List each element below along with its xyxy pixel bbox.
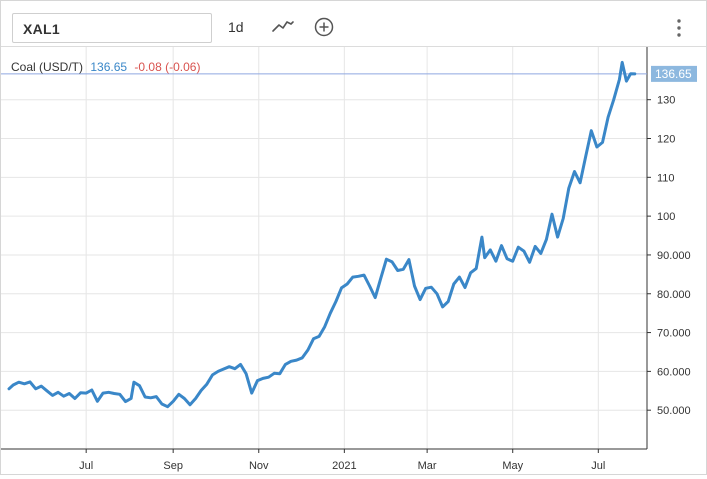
- x-tick-label: 2021: [332, 460, 356, 472]
- y-tick-label: 130: [657, 95, 675, 107]
- symbol-search-input[interactable]: XAL1: [12, 13, 212, 43]
- legend-series-name: Coal (USD/T): [11, 60, 83, 74]
- x-tick-label: Jul: [591, 460, 605, 472]
- plus-circle-icon[interactable]: [312, 16, 336, 38]
- y-tick-label: 60.000: [657, 366, 691, 378]
- last-price-badge: 136.65: [651, 65, 697, 82]
- y-tick-label: 90.000: [657, 250, 691, 262]
- x-tick-label: Mar: [418, 460, 437, 472]
- chart-area[interactable]: 50.000 60.000 70.000 80.000 90.000 100 110 120 1…: [1, 47, 706, 474]
- legend-price: 136.65: [90, 60, 127, 74]
- svg-text:Coal (USD/T) 136.65: Coal (USD/T) 136.65 -0.08 (-0.06): [11, 60, 200, 74]
- series-line-coal: [7, 60, 637, 409]
- legend-change: -0.08 (-0.06): [134, 60, 200, 74]
- price-chart[interactable]: 50.000 60.000 70.000 80.000 90.000 100 110 120 1…: [1, 47, 706, 474]
- line-chart-icon[interactable]: [271, 16, 295, 38]
- x-tick-label: May: [502, 460, 523, 472]
- x-tick-label: Nov: [249, 460, 269, 472]
- vertical-dots-icon[interactable]: [673, 17, 685, 39]
- y-tick-label: 110: [657, 172, 675, 184]
- chart-toolbar: XAL1 1d: [1, 1, 706, 47]
- y-tick-label: 70.000: [657, 328, 691, 340]
- x-tick-label: Sep: [163, 460, 183, 472]
- y-tick-label: 120: [657, 134, 675, 146]
- y-tick-label: 50.000: [657, 405, 691, 417]
- interval-selector[interactable]: 1d: [228, 19, 244, 35]
- y-tick-label: 80.000: [657, 289, 691, 301]
- x-tick-label: Jul: [79, 460, 93, 472]
- y-tick-label: 100: [657, 211, 675, 223]
- symbol-text: XAL1: [23, 21, 60, 37]
- last-price-label: 136.65: [655, 67, 692, 81]
- chart-legend: Coal (USD/T) 136.65 -0.08 (-0.06): [11, 60, 200, 74]
